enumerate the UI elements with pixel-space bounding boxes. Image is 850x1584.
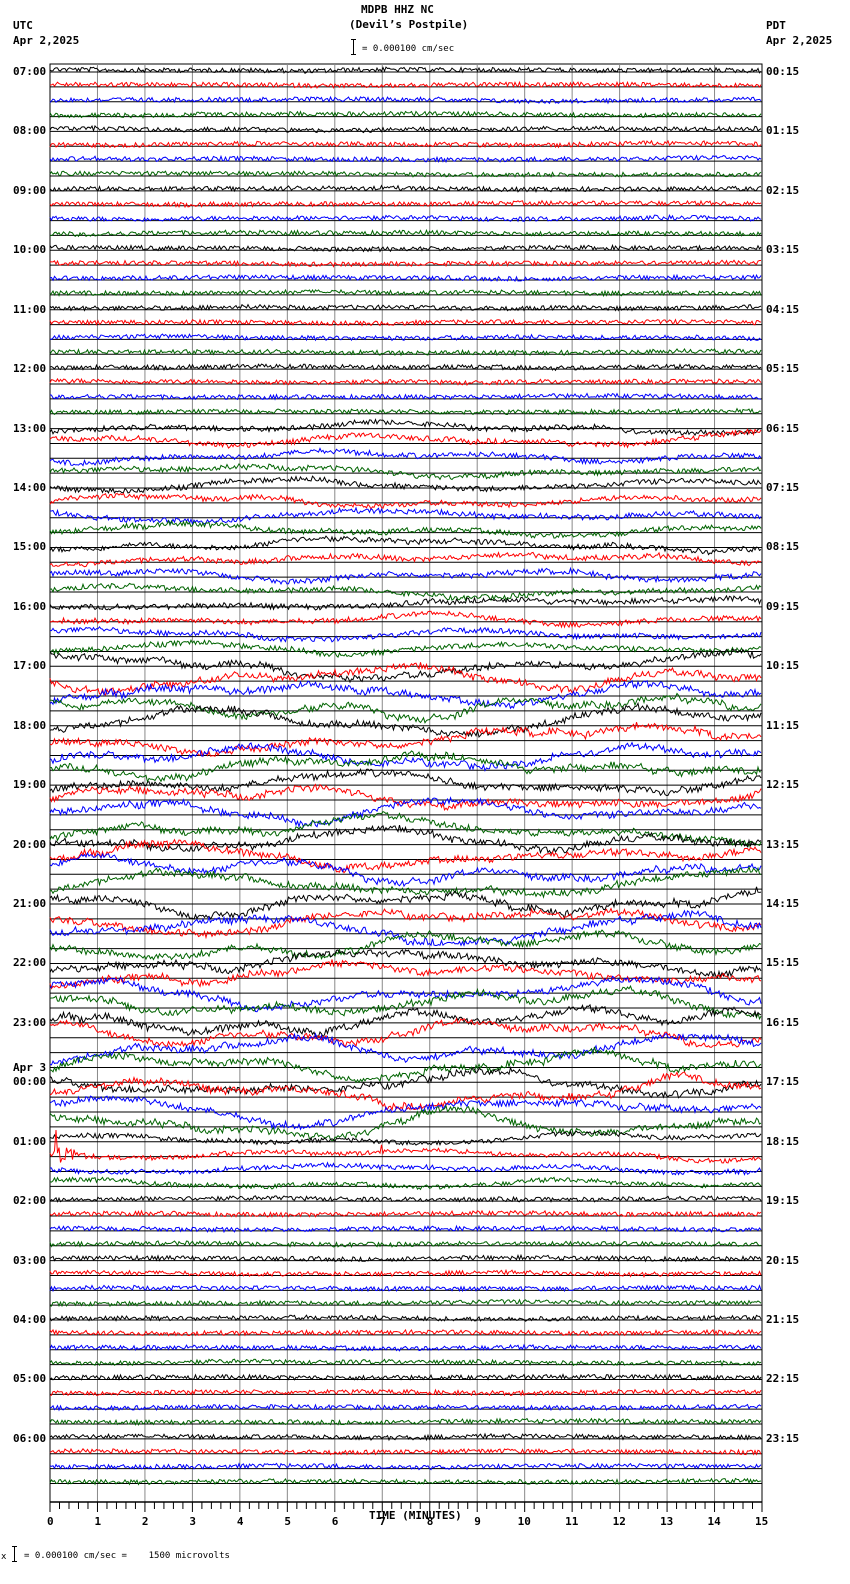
- left-timezone: UTC: [13, 19, 33, 32]
- pdt-hour-label: 04:15: [766, 302, 800, 316]
- pdt-hour-label: 05:15: [766, 362, 800, 376]
- x-tick-label: 6: [331, 1515, 339, 1528]
- x-tick-label: 12: [612, 1515, 626, 1528]
- x-axis-label: TIME (MINUTES): [369, 1509, 462, 1522]
- utc-hour-label: 06:00: [13, 1431, 47, 1445]
- x-tick-label: 10: [517, 1515, 531, 1528]
- x-tick-label: 0: [47, 1515, 54, 1528]
- utc-hour-label: 20:00: [13, 837, 47, 851]
- pdt-hour-label: 14:15: [766, 897, 800, 911]
- x-tick-label: 14: [707, 1515, 721, 1528]
- utc-hour-label: 23:00: [13, 1015, 47, 1029]
- pdt-hour-label: 06:15: [766, 421, 800, 435]
- utc-hour-label: 05:00: [13, 1372, 47, 1386]
- right-timezone: PDT: [766, 19, 786, 32]
- utc-hour-label: 18:00: [13, 718, 47, 732]
- utc-hour-label: 01:00: [13, 1134, 47, 1148]
- utc-hour-label: 00:00: [13, 1075, 47, 1089]
- utc-hour-label: 12:00: [13, 362, 47, 376]
- x-tick-label: 2: [141, 1515, 149, 1528]
- utc-hour-label: 07:00: [13, 65, 47, 78]
- utc-hour-label: 09:00: [13, 183, 47, 197]
- utc-hour-label: 22:00: [13, 956, 47, 970]
- utc-hour-label: 19:00: [13, 778, 47, 792]
- utc-hour-label: 11:00: [13, 302, 47, 316]
- pdt-hour-label: 11:15: [766, 718, 800, 732]
- pdt-hour-label: 21:15: [766, 1313, 800, 1327]
- x-tick-label: 8: [426, 1515, 434, 1528]
- scale-text: = 0.000100 cm/sec: [362, 44, 455, 54]
- utc-hour-label: 02:00: [13, 1194, 47, 1208]
- x-tick-label: 11: [565, 1515, 579, 1528]
- pdt-hour-label: 02:15: [766, 183, 800, 197]
- pdt-hour-label: 13:15: [766, 837, 800, 851]
- x-tick-label: 3: [189, 1515, 197, 1528]
- utc-hour-label: 13:00: [13, 421, 47, 435]
- right-date: Apr 2,2025: [766, 34, 833, 47]
- utc-hour-label: 17:00: [13, 659, 47, 673]
- pdt-hour-label: 03:15: [766, 243, 800, 257]
- pdt-hour-label: 07:15: [766, 481, 800, 494]
- pdt-hour-label: 10:15: [766, 659, 800, 673]
- pdt-hour-label: 23:15: [766, 1431, 800, 1445]
- pdt-hour-label: 01:15: [766, 124, 800, 138]
- utc-hour-label: 04:00: [13, 1313, 47, 1327]
- pdt-hour-label: 08:15: [766, 540, 800, 554]
- utc-hour-label: 03:00: [13, 1253, 47, 1267]
- pdt-hour-label: 18:15: [766, 1134, 800, 1148]
- footer-scale-note: = 0.000100 cm/sec = 1500 microvolts: [24, 1551, 230, 1561]
- footer-scale-prefix: x: [1, 1552, 7, 1562]
- pdt-hour-label: 20:15: [766, 1253, 800, 1267]
- station-subtitle: (Devil’s Postpile): [349, 18, 469, 31]
- pdt-hour-label: 15:15: [766, 956, 800, 970]
- utc-hour-label: 15:00: [13, 540, 47, 554]
- x-tick-label: 13: [660, 1515, 674, 1528]
- x-tick-label: 15: [755, 1515, 769, 1528]
- pdt-hour-label: 12:15: [766, 778, 800, 792]
- pdt-hour-label: 22:15: [766, 1372, 800, 1386]
- station-title: MDPB HHZ NC: [361, 3, 434, 16]
- date-change-label: Apr 3: [13, 1061, 47, 1075]
- utc-hour-label: 10:00: [13, 243, 47, 257]
- pdt-hour-label: 09:15: [766, 599, 800, 613]
- utc-hour-label: 21:00: [13, 897, 47, 911]
- x-tick-label: 7: [379, 1515, 386, 1528]
- x-tick-label: 1: [94, 1515, 102, 1528]
- pdt-hour-label: 16:15: [766, 1015, 800, 1029]
- x-tick-label: 5: [284, 1515, 291, 1528]
- pdt-hour-label: 17:15: [766, 1075, 800, 1089]
- left-date: Apr 2,2025: [13, 34, 80, 47]
- utc-hour-label: 08:00: [13, 124, 47, 138]
- pdt-hour-label: 00:15: [766, 65, 800, 78]
- utc-hour-label: 16:00: [13, 599, 47, 613]
- x-tick-label: 9: [474, 1515, 481, 1528]
- pdt-hour-label: 19:15: [766, 1194, 800, 1208]
- footer-scale-bar-icon: [12, 1546, 17, 1562]
- scale-bar-icon: [351, 39, 356, 55]
- x-tick-label: 4: [236, 1515, 244, 1528]
- utc-hour-label: 14:00: [13, 481, 47, 494]
